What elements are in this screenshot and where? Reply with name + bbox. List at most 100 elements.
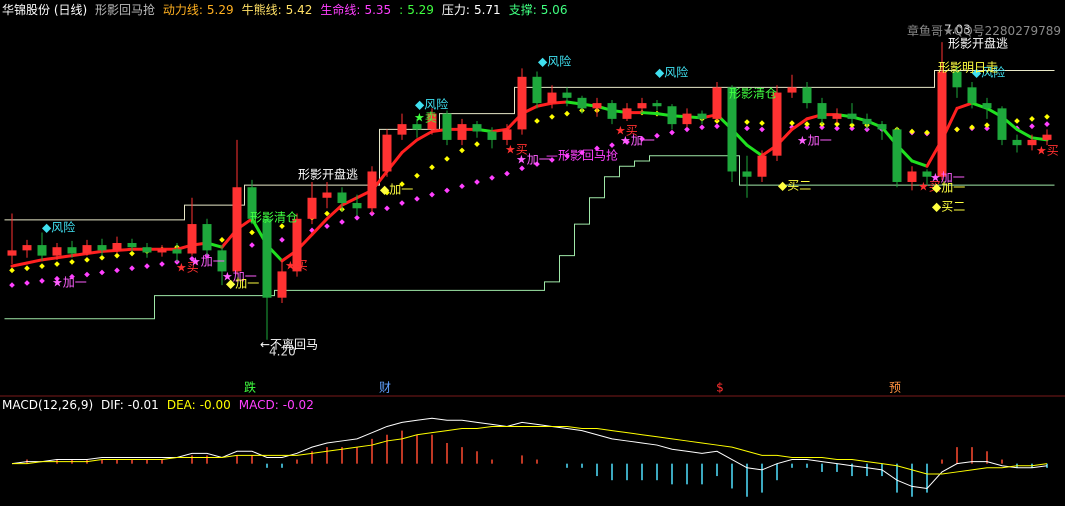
dot-marker	[444, 156, 450, 162]
trend-segment	[1015, 127, 1034, 140]
dot-marker	[564, 110, 570, 117]
candle-body	[202, 224, 212, 251]
candle-body	[502, 129, 512, 140]
trend-segment	[745, 143, 764, 158]
legend-value: 5.35	[364, 3, 392, 17]
dot-marker	[594, 145, 600, 152]
signal-label: ★加一	[52, 276, 87, 290]
dot-marker	[114, 267, 120, 274]
signal-label: ★加一	[930, 171, 965, 185]
signal-label: 形影清仓	[729, 87, 777, 101]
candle-body	[697, 113, 707, 119]
trend-segment	[70, 252, 89, 258]
signal-label: —形影回马抢	[546, 148, 618, 163]
candle-body	[682, 113, 692, 125]
candle-body	[172, 249, 182, 254]
dot-marker	[69, 273, 75, 280]
dot-marker	[489, 174, 495, 181]
dot-marker	[339, 219, 345, 225]
dot-marker	[474, 141, 480, 147]
legend-name: MACD:	[238, 398, 279, 412]
signal-label: ★买	[918, 180, 941, 194]
dot-marker	[1029, 116, 1035, 122]
signal-label: 形影清仓	[250, 211, 298, 225]
dot-marker	[69, 259, 75, 265]
candle-body	[82, 245, 92, 254]
candle-body	[427, 113, 437, 130]
candle-body	[1027, 139, 1037, 146]
dot-marker	[609, 142, 615, 149]
legend-value: 5.71	[473, 3, 501, 17]
candle-body	[322, 192, 332, 198]
event-marker: 跌	[244, 380, 256, 395]
candle-body	[937, 71, 947, 177]
candle-body	[532, 76, 542, 104]
legend-value: -0.01	[127, 398, 159, 412]
dot-marker	[954, 126, 960, 133]
candle-body	[217, 250, 227, 272]
candle-body	[457, 124, 467, 140]
dot-marker	[159, 261, 165, 267]
candle-body	[772, 92, 782, 156]
signal-label: ★加一	[620, 134, 655, 148]
candle-body	[277, 271, 287, 298]
signal-label: ◆加一	[380, 183, 413, 197]
candle-body	[922, 171, 932, 177]
signal-label: ◆风险	[42, 220, 75, 235]
dot-marker	[789, 120, 795, 126]
trend-segment	[25, 258, 44, 265]
signal-label: ★加一	[516, 153, 551, 167]
candle-body	[157, 249, 167, 253]
chart-header: 华锦股份 (日线) 形影回马抢 动力线: 5.29 牛熊线: 5.42 生命线: 5.35…	[2, 2, 575, 18]
signal-label: ★买	[176, 261, 199, 275]
dot-marker	[429, 164, 435, 171]
trend-segment	[325, 203, 344, 221]
trend-segment	[955, 101, 974, 110]
dot-marker	[189, 255, 195, 262]
dot-marker	[669, 129, 675, 136]
candle-body	[832, 113, 842, 119]
signal-label: ◆加一	[932, 181, 965, 195]
dot-marker	[549, 113, 555, 120]
dot-marker	[354, 214, 360, 221]
candle-body	[622, 108, 632, 119]
dot-marker	[279, 223, 285, 229]
dot-marker	[969, 124, 975, 131]
trend-segment	[55, 254, 74, 260]
signal-label: ★加一	[797, 134, 832, 148]
signal-label: ◆风险	[655, 65, 688, 80]
candle-body	[412, 124, 422, 130]
dot-marker	[219, 237, 225, 243]
dot-marker	[414, 172, 420, 179]
dot-marker	[444, 187, 450, 194]
trend-segment	[790, 117, 809, 131]
candle-body	[742, 171, 752, 177]
dot-marker	[459, 147, 465, 154]
dot-marker	[474, 179, 480, 185]
candle-body	[7, 250, 17, 256]
dot-marker	[624, 139, 630, 145]
candle-body	[562, 92, 572, 98]
dot-marker	[504, 170, 510, 177]
dot-marker	[324, 223, 330, 229]
indicator-name[interactable]: 形影回马抢	[95, 3, 156, 17]
dot-marker	[534, 118, 540, 124]
dot-marker	[84, 256, 90, 263]
trend-segment	[100, 248, 119, 253]
signal-label: ★买	[615, 124, 638, 138]
dot-marker	[924, 129, 930, 136]
legend-value: 5.29	[407, 3, 434, 17]
candle-body	[517, 76, 527, 130]
dot-marker	[984, 125, 990, 132]
trend-segment	[40, 256, 59, 262]
candle-body	[382, 134, 392, 172]
dot-marker	[819, 124, 825, 131]
candle-body	[142, 247, 152, 253]
stock-title: 华锦股份 (日线)	[2, 3, 88, 17]
candle-body	[877, 124, 887, 130]
dot-marker	[99, 269, 105, 276]
dot-marker	[834, 121, 840, 127]
dot-marker	[1044, 113, 1050, 120]
candle-body	[712, 87, 722, 119]
